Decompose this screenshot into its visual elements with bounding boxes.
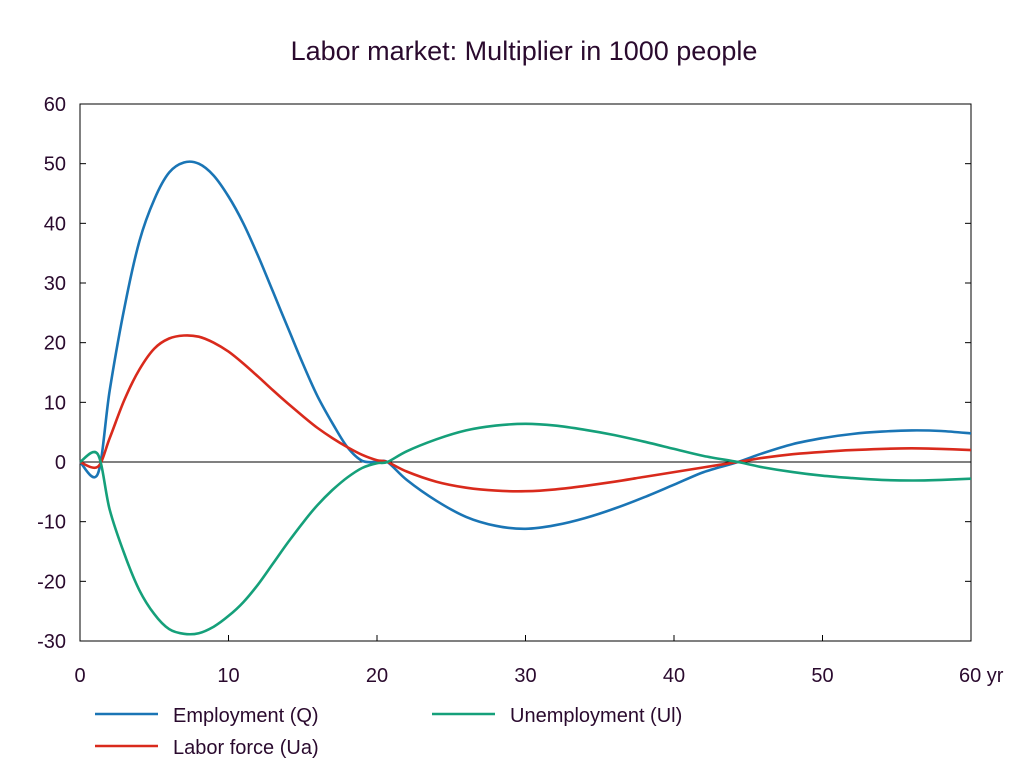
x-tick-label: 40 — [663, 665, 685, 687]
x-tick-label: 20 — [366, 665, 388, 687]
y-tick-label: 0 — [55, 452, 66, 474]
legend: Employment (Q) Unemployment (Ul) Labor for… — [95, 705, 682, 759]
x-tick-label: 50 — [811, 665, 833, 687]
x-tick-label: 10 — [217, 665, 239, 687]
y-tick-label: -20 — [37, 571, 66, 593]
y-tick-label: -30 — [37, 631, 66, 653]
legend-label: Unemployment (Ul) — [510, 705, 682, 727]
chart-title: Labor market: Multiplier in 1000 people — [291, 36, 758, 66]
series-line-unemployment-ul — [79, 422, 972, 636]
x-tick-label: 0 — [74, 665, 85, 687]
y-tick-label: 50 — [44, 154, 66, 176]
x-tick-label: 60 yr — [959, 665, 1004, 687]
y-tick-label: 60 — [44, 94, 66, 116]
y-tick-label: -10 — [37, 512, 66, 534]
y-tick-label: 20 — [44, 333, 66, 355]
y-tick-label: 30 — [44, 273, 66, 295]
series-line-employment-q — [79, 160, 972, 531]
x-tick-label: 30 — [514, 665, 536, 687]
series-line-labor-force-ua — [79, 334, 972, 493]
legend-label: Labor force (Ua) — [173, 737, 319, 759]
y-tick-label: 10 — [44, 392, 66, 414]
legend-label: Employment (Q) — [173, 705, 319, 727]
axes: -30 -20 -10 0 10 20 30 40 50 60 0 10 20 30 40 50 60 yr — [37, 94, 1004, 687]
plot-frame — [79, 103, 972, 642]
series-layer — [79, 160, 972, 636]
y-tick-label: 40 — [44, 213, 66, 235]
